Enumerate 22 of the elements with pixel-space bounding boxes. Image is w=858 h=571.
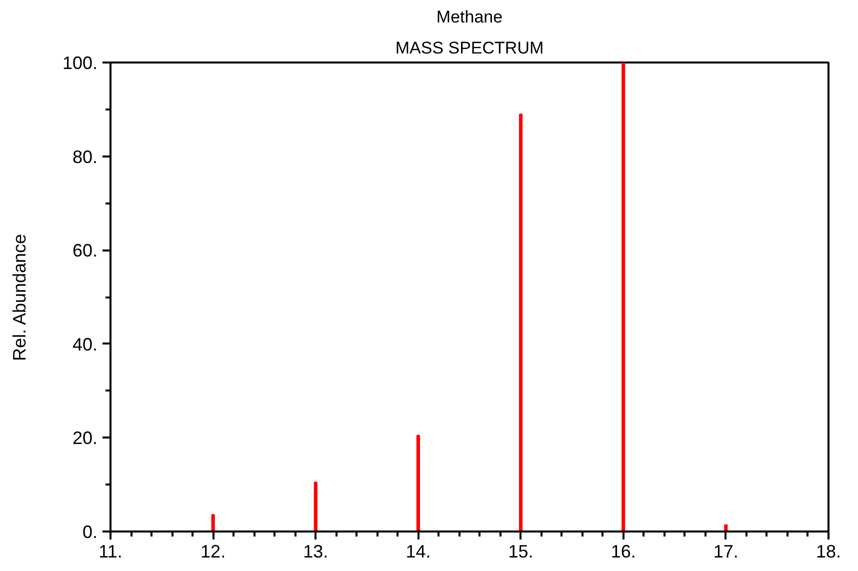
y-tick-label: 60. <box>72 240 98 261</box>
y-tick-label: 40. <box>72 334 98 354</box>
bar <box>519 114 523 532</box>
x-tick-label: 11. <box>98 542 122 562</box>
y-tick-label: 20. <box>72 428 98 448</box>
x-tick-label: 14. <box>406 542 431 562</box>
bar <box>211 514 215 532</box>
y-tick-label: 80. <box>72 146 98 167</box>
x-tick-label: 18. <box>816 542 842 562</box>
bar <box>314 482 318 532</box>
chart-subtitle: MASS SPECTRUM <box>395 38 544 58</box>
x-tick-label: 16. <box>610 542 636 562</box>
chart-title: Methane <box>436 8 503 26</box>
x-tick-label: 13. <box>303 542 328 562</box>
y-tick-label: 100. <box>62 53 98 73</box>
y-tick-label: 0. <box>82 522 98 542</box>
y-axis-title: Rel. Abundance <box>9 234 30 362</box>
bar <box>416 434 420 532</box>
x-tick-label: 12. <box>200 542 226 562</box>
x-tick-label: 15. <box>508 542 534 562</box>
x-tick-label: 17. <box>713 542 738 562</box>
bar <box>622 62 626 532</box>
